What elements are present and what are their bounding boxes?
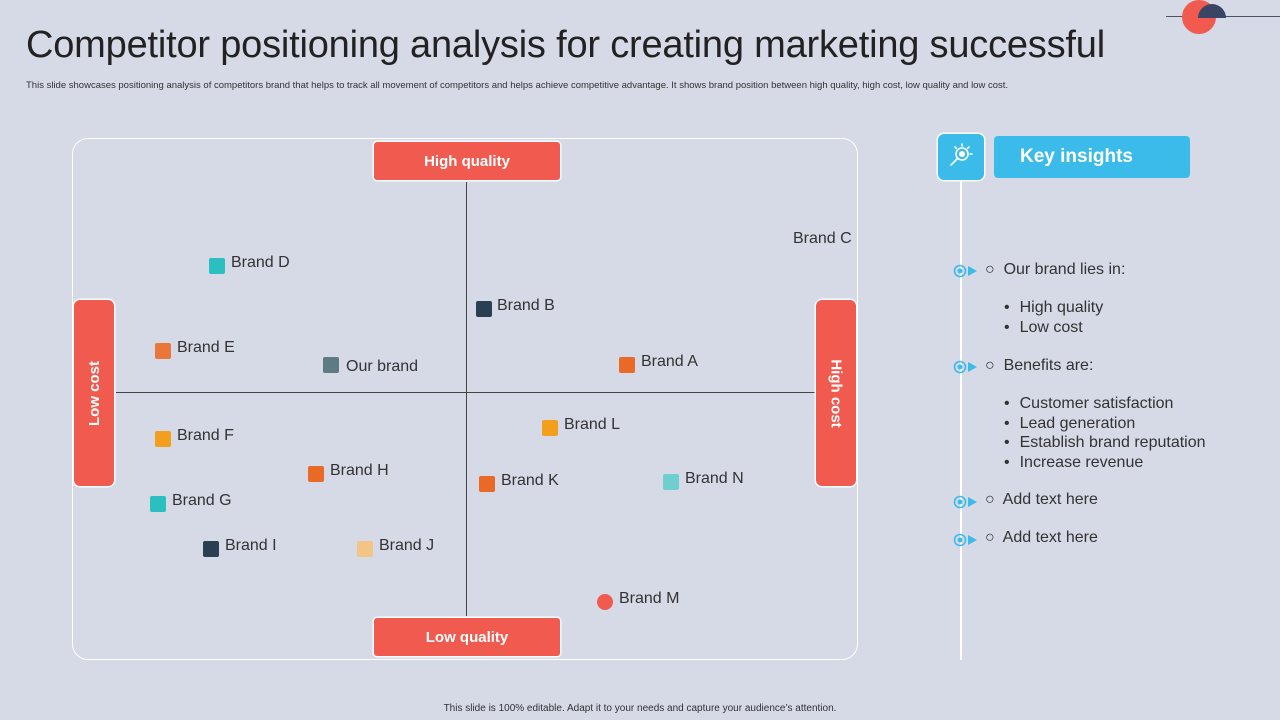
brand-label-d: Brand D [231, 254, 290, 271]
insight-item-2-sublist: Customer satisfaction Lead generation Es… [1004, 394, 1206, 472]
lightbulb-magnifier-icon [938, 134, 984, 180]
brand-marker-m [597, 594, 613, 610]
insight-item-1: ○ Our brand lies in: [985, 261, 1126, 278]
sub-item: High quality [1004, 298, 1104, 318]
sub-item: Increase revenue [1004, 453, 1206, 473]
insight-item-1-sublist: High quality Low cost [1004, 298, 1104, 338]
brand-label-our-brand: Our brand [346, 358, 419, 375]
brand-marker-k [479, 476, 495, 492]
axis-label-high-quality: High quality [374, 142, 560, 180]
insight-item-4: ○ Add text here [985, 529, 1098, 546]
brand-marker-our-brand [323, 357, 339, 373]
positioning-map-frame [72, 138, 858, 660]
timeline-bullet-icon [953, 264, 977, 278]
brand-label-a: Brand A [641, 353, 698, 370]
brand-label-k: Brand K [501, 472, 559, 489]
brand-marker-b [476, 301, 492, 317]
page-title: Competitor positioning analysis for crea… [26, 24, 1105, 66]
key-insights-title: Key insights [994, 136, 1190, 178]
footer-note: This slide is 100% editable. Adapt it to… [443, 703, 837, 714]
brand-label-l: Brand L [564, 416, 621, 433]
brand-label-i: Brand I [225, 537, 277, 554]
insight-item-3: ○ Add text here [985, 491, 1098, 508]
brand-label-b: Brand B [497, 297, 555, 314]
brand-marker-i [203, 541, 219, 557]
decor-circle-navy [1198, 4, 1226, 18]
brand-label-e: Brand E [177, 339, 235, 356]
brand-marker-l [542, 420, 558, 436]
brand-marker-n [663, 474, 679, 490]
page-subtitle: This slide showcases positioning analysi… [26, 80, 1009, 91]
horizontal-axis [116, 392, 816, 393]
timeline-bullet-icon [953, 360, 977, 374]
brand-marker-d [209, 258, 225, 274]
sub-item: Lead generation [1004, 414, 1206, 434]
sub-item: Customer satisfaction [1004, 394, 1206, 414]
vertical-axis [466, 182, 467, 616]
brand-label-j: Brand J [379, 537, 435, 554]
brand-marker-g [150, 496, 166, 512]
axis-label-low-cost: Low cost [74, 300, 114, 486]
brand-label-m: Brand M [619, 590, 680, 607]
insights-timeline [960, 180, 962, 660]
insight-item-2: ○ Benefits are: [985, 357, 1094, 374]
axis-label-low-quality: Low quality [374, 618, 560, 656]
brand-label-f: Brand F [177, 427, 234, 444]
sub-item: Establish brand reputation [1004, 433, 1206, 453]
brand-marker-h [308, 466, 324, 482]
brand-label-h: Brand H [330, 462, 389, 479]
brand-marker-a [619, 357, 635, 373]
brand-marker-j [357, 541, 373, 557]
brand-label-g: Brand G [172, 492, 232, 509]
brand-label-n: Brand N [685, 470, 744, 487]
brand-marker-e [155, 343, 171, 359]
timeline-bullet-icon [953, 533, 977, 547]
axis-label-high-cost: High cost [816, 300, 856, 486]
sub-item: Low cost [1004, 318, 1103, 338]
brand-label-c: Brand C [793, 230, 852, 247]
brand-marker-f [155, 431, 171, 447]
timeline-bullet-icon [953, 495, 977, 509]
